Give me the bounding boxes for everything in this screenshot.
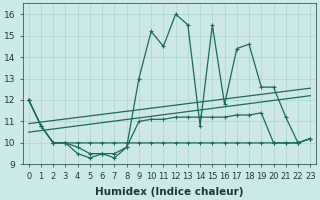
X-axis label: Humidex (Indice chaleur): Humidex (Indice chaleur) [95,187,244,197]
